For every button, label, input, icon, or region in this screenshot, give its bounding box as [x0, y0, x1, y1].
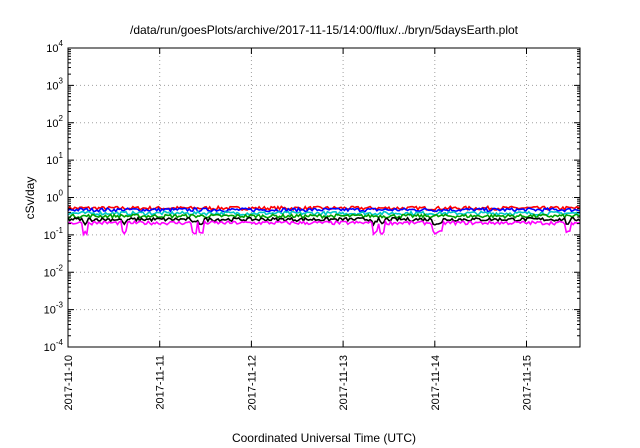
x-tick-label: 2017-11-11 [155, 355, 167, 410]
y-axis-title: cSv/day [23, 177, 37, 220]
grid [68, 48, 580, 347]
y-tick-label: 10-3 [44, 301, 64, 317]
y-tick-label: 10-4 [44, 338, 64, 354]
y-tick-label: 101 [46, 151, 63, 167]
x-tick-label: 2017-11-15 [522, 355, 534, 410]
series-line [67, 216, 581, 227]
ticks [67, 47, 580, 348]
series-line [67, 219, 581, 237]
y-tick-labels: 10-4 10-3 10-2 10-1 100 101 102 103 104 [44, 39, 64, 354]
x-tick-label: 2017-11-13 [338, 355, 350, 410]
y-tick-label: 102 [46, 114, 63, 130]
y-tick-label: 10-1 [44, 226, 64, 242]
y-tick-label: 100 [46, 189, 63, 205]
y-tick-label: 10-2 [44, 263, 64, 279]
y-tick-label: 103 [46, 76, 63, 92]
series-line [67, 212, 581, 220]
y-tick-label: 104 [46, 39, 63, 55]
x-tick-labels: 2017-11-10 2017-11-11 2017-11-12 2017-11-13… [63, 355, 534, 410]
x-tick-label: 2017-11-12 [246, 355, 258, 410]
series-layer [67, 204, 581, 237]
x-tick-label: 2017-11-14 [430, 355, 442, 410]
x-axis-title: Coordinated Universal Time (UTC) [232, 431, 416, 445]
series-line [67, 209, 581, 217]
chart-title: /data/run/goesPlots/archive/2017-11-15/1… [130, 23, 519, 37]
x-tick-label: 2017-11-10 [63, 355, 75, 410]
series-line [67, 206, 581, 214]
